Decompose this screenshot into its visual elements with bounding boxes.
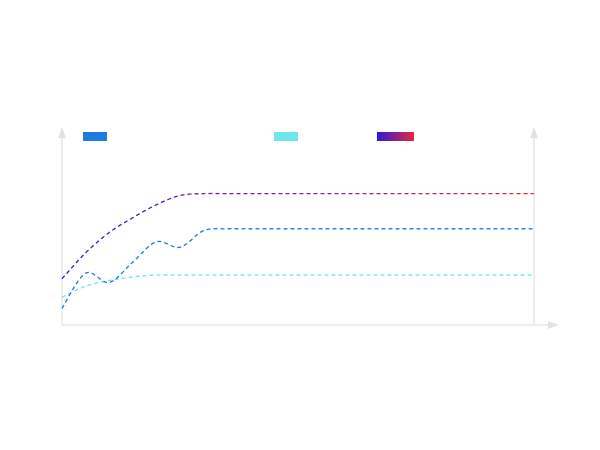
series-lines [61,192,534,309]
series-line-3 [61,192,534,280]
series-line-2 [61,274,534,298]
series-line-1 [61,228,534,309]
legend-swatch-series-2 [274,132,298,141]
y-axis-right-arrow [530,127,538,138]
axes [58,127,559,329]
x-axis-arrow [548,321,559,329]
legend-swatch-series-1 [83,132,107,141]
legend-swatch-series-3 [377,132,414,141]
y-axis-left-arrow [58,127,66,138]
legend [83,132,414,141]
